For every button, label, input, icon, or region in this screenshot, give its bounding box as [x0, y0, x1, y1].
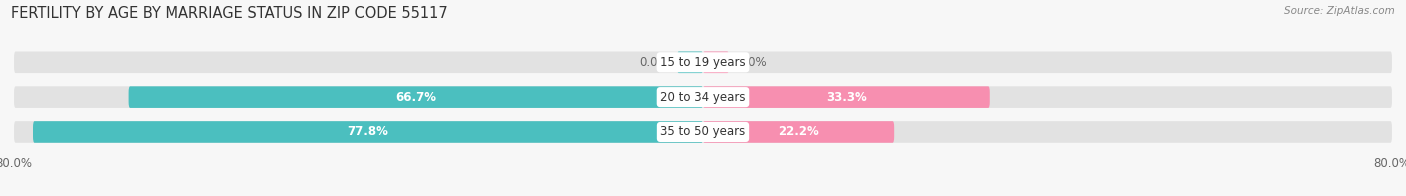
- Text: 0.0%: 0.0%: [738, 56, 768, 69]
- FancyBboxPatch shape: [128, 86, 703, 108]
- Text: FERTILITY BY AGE BY MARRIAGE STATUS IN ZIP CODE 55117: FERTILITY BY AGE BY MARRIAGE STATUS IN Z…: [11, 6, 449, 21]
- Text: 77.8%: 77.8%: [347, 125, 388, 138]
- FancyBboxPatch shape: [703, 121, 894, 143]
- Text: 35 to 50 years: 35 to 50 years: [661, 125, 745, 138]
- FancyBboxPatch shape: [14, 86, 1392, 108]
- FancyBboxPatch shape: [703, 52, 728, 73]
- Text: 66.7%: 66.7%: [395, 91, 436, 104]
- Text: 33.3%: 33.3%: [825, 91, 866, 104]
- FancyBboxPatch shape: [703, 86, 990, 108]
- Text: 20 to 34 years: 20 to 34 years: [661, 91, 745, 104]
- FancyBboxPatch shape: [14, 121, 1392, 143]
- Text: 0.0%: 0.0%: [638, 56, 669, 69]
- Text: 22.2%: 22.2%: [778, 125, 818, 138]
- FancyBboxPatch shape: [14, 52, 1392, 73]
- FancyBboxPatch shape: [32, 121, 703, 143]
- FancyBboxPatch shape: [678, 52, 703, 73]
- Text: 15 to 19 years: 15 to 19 years: [661, 56, 745, 69]
- Text: Source: ZipAtlas.com: Source: ZipAtlas.com: [1284, 6, 1395, 16]
